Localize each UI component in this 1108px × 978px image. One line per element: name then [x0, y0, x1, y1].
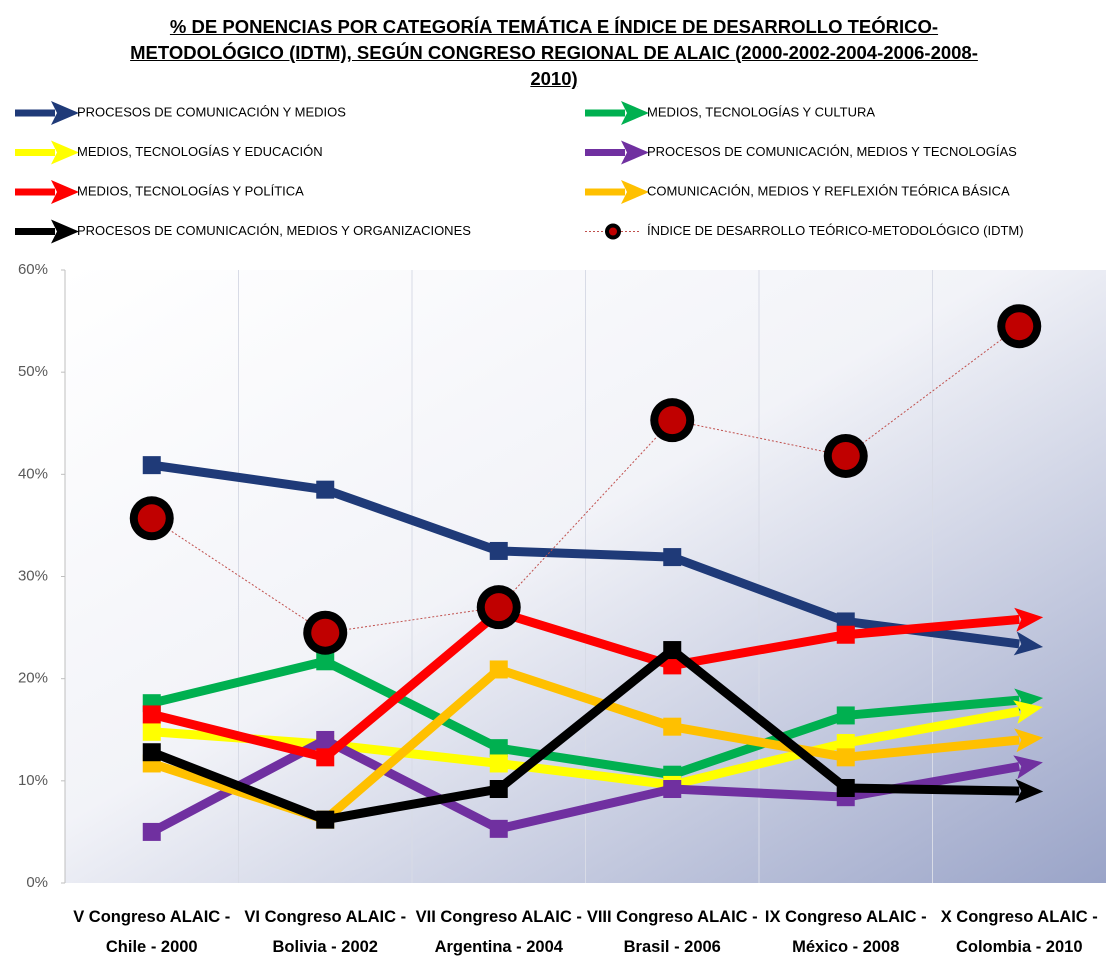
legend-label: MEDIOS, TECNOLOGÍAS Y POLÍTICA [77, 183, 304, 198]
x-tick-label: VII Congreso ALAIC - Argentina - 2004 [415, 908, 582, 956]
point [489, 780, 508, 799]
x-tick-label: VI Congreso ALAIC - Bolivia - 2002 [244, 908, 407, 956]
y-tick-label: 0% [26, 874, 48, 891]
point [489, 739, 508, 758]
point [489, 754, 508, 773]
point [836, 748, 855, 767]
legend-label: PROCESOS DE COMUNICACIÓN, MEDIOS Y TECNO… [647, 144, 1017, 159]
y-tick-label: 50% [18, 363, 48, 380]
series-line [150, 607, 1044, 762]
chart-title: % DE PONENCIAS POR CATEGORÍA TEMÁTICA E … [130, 16, 978, 89]
point [142, 705, 161, 724]
point [663, 641, 682, 660]
y-tick-label: 40% [18, 465, 48, 482]
y-tick-label: 30% [18, 567, 48, 584]
point [316, 748, 335, 767]
series-line [151, 325, 1020, 634]
point [663, 548, 682, 567]
point [836, 706, 855, 725]
x-tick-label: IX Congreso ALAIC - México - 2008 [764, 908, 927, 956]
point [658, 406, 687, 435]
legend-label: COMUNICACIÓN, MEDIOS Y REFLEXIÓN TEÓRICA… [647, 183, 1010, 198]
legend-label: MEDIOS, TECNOLOGÍAS Y CULTURA [647, 104, 875, 119]
point [831, 441, 860, 470]
series-line [151, 460, 1044, 656]
point [316, 652, 335, 671]
point [316, 810, 335, 829]
point [1005, 312, 1034, 341]
legend-label: ÍNDICE DE DESARROLLO TEÓRICO-METODOLÓGIC… [647, 223, 1024, 238]
point [316, 730, 335, 749]
x-tick-label: X Congreso ALAIC - Colombia - 2010 [940, 908, 1098, 956]
point [663, 656, 682, 675]
y-tick-label: 10% [18, 772, 48, 789]
point [142, 743, 161, 762]
point [142, 822, 161, 841]
point [484, 593, 513, 622]
point [311, 618, 340, 647]
y-tick-label: 20% [18, 670, 48, 687]
legend-label: PROCESOS DE COMUNICACIÓN, MEDIOS Y ORGAN… [77, 223, 471, 238]
point [316, 480, 335, 499]
legend-label: PROCESOS DE COMUNICACIÓN Y MEDIOS [77, 104, 346, 119]
point [137, 504, 166, 533]
point [836, 734, 855, 753]
x-tick-label: VIII Congreso ALAIC - Brasil - 2006 [586, 908, 758, 956]
point [836, 625, 855, 644]
point [489, 541, 508, 560]
series-line [150, 656, 1044, 780]
y-tick-label: 60% [18, 261, 48, 278]
point [663, 780, 682, 799]
point [142, 722, 161, 741]
point [489, 819, 508, 838]
series-line [151, 700, 1043, 790]
series-line [150, 645, 1044, 825]
legend-label: MEDIOS, TECNOLOGÍAS Y EDUCACIÓN [77, 144, 323, 159]
point [489, 660, 508, 679]
point [836, 778, 855, 797]
point [142, 456, 161, 475]
legend-marker [609, 227, 617, 236]
point [663, 717, 682, 736]
x-tick-label: V Congreso ALAIC - Chile - 2000 [73, 908, 231, 956]
